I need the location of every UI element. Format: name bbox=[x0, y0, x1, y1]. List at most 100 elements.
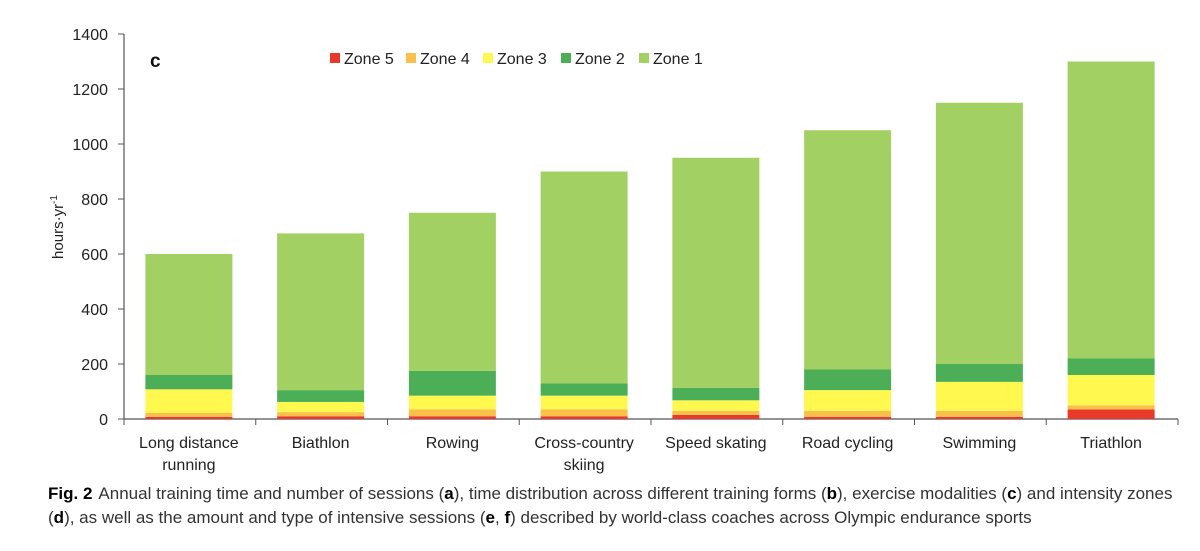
y-tick-label: 1000 bbox=[72, 137, 108, 154]
bar-segment-zone-1 bbox=[540, 171, 628, 384]
x-tick-label-line: running bbox=[162, 457, 215, 474]
chart-area: 0 200 400 600 800 1000 1200 1400 Long distance r… bbox=[49, 27, 1179, 474]
legend-swatch bbox=[483, 53, 493, 63]
y-tick-label: 0 bbox=[99, 412, 108, 429]
bar-segment-zone-2 bbox=[804, 369, 892, 391]
bar-segment-zone-1 bbox=[277, 233, 365, 391]
bar-segment-zone-5 bbox=[1067, 409, 1155, 419]
caption-fragment: ) and intensity zones ( bbox=[48, 484, 1173, 527]
caption-panel-ref: a bbox=[444, 484, 454, 503]
x-tick-label: Swimming bbox=[942, 435, 1016, 452]
caption-text: Annual training time and number of sessi… bbox=[48, 484, 1172, 527]
bar-segment-zone-3 bbox=[277, 401, 365, 413]
caption-fragment: ), exercise modalities ( bbox=[837, 484, 1008, 503]
legend-swatch bbox=[330, 53, 340, 63]
bar-segment-zone-2 bbox=[540, 383, 628, 396]
bar-segment-zone-1 bbox=[804, 130, 892, 370]
y-tick-label: 800 bbox=[81, 192, 108, 209]
caption-fragment: ), time distribution across different tr… bbox=[453, 484, 827, 503]
legend-label: Zone 1 bbox=[653, 51, 703, 68]
y-axis-label: hours·yr-1 bbox=[49, 195, 67, 259]
x-tick-label-line: Road cycling bbox=[802, 435, 894, 452]
x-tick-label-line: Biathlon bbox=[292, 435, 350, 452]
x-tick-label-line: Long distance bbox=[139, 435, 239, 452]
x-tick-label: Rowing bbox=[426, 435, 479, 452]
bar-segment-zone-2 bbox=[145, 375, 233, 390]
x-tick-label-line: Triathlon bbox=[1080, 435, 1142, 452]
bar-segment-zone-2 bbox=[672, 387, 760, 401]
bar-segment-zone-2 bbox=[935, 364, 1023, 382]
stacked-bar-chart: 0 200 400 600 800 1000 1200 1400 Long distance r… bbox=[49, 27, 1179, 474]
y-axis-label-superscript: -1 bbox=[49, 195, 60, 204]
x-tick-label-line: Swimming bbox=[942, 435, 1016, 452]
bars-group bbox=[145, 61, 1155, 419]
y-axis-ticks: 0 200 400 600 800 1000 1200 1400 bbox=[72, 27, 124, 429]
bar-segment-zone-3 bbox=[408, 395, 496, 410]
caption-panel-ref: c bbox=[1007, 484, 1017, 503]
x-tick-label: Speed skating bbox=[665, 435, 766, 452]
x-tick-label: Cross-country skiing bbox=[534, 435, 634, 474]
legend-label: Zone 2 bbox=[575, 51, 625, 68]
bar-segment-zone-1 bbox=[408, 212, 496, 371]
bar-segment-zone-3 bbox=[672, 400, 760, 411]
legend-label: Zone 4 bbox=[420, 51, 470, 68]
bar-segment-zone-3 bbox=[935, 381, 1023, 411]
bar-segment-zone-1 bbox=[145, 254, 233, 375]
y-tick-label: 1200 bbox=[72, 82, 108, 99]
y-tick-label: 200 bbox=[81, 357, 108, 374]
bar-segment-zone-3 bbox=[145, 389, 233, 413]
caption-panel-ref: f bbox=[504, 508, 511, 527]
figure-label: Fig. 2 bbox=[48, 484, 93, 503]
y-tick-label: 1400 bbox=[72, 27, 108, 44]
x-tick-label: Triathlon bbox=[1080, 435, 1142, 452]
bar-segment-zone-4 bbox=[277, 412, 365, 417]
figure-caption: Fig. 2 Annual training time and number of… bbox=[48, 482, 1178, 530]
bar-segment-zone-1 bbox=[672, 157, 760, 388]
bar-segment-zone-4 bbox=[145, 412, 233, 417]
bar-segment-zone-5 bbox=[277, 416, 365, 419]
legend-swatch bbox=[561, 53, 571, 63]
bar-segment-zone-5 bbox=[408, 416, 496, 419]
legend-label: Zone 5 bbox=[344, 51, 394, 68]
x-tick-label-line: Speed skating bbox=[665, 435, 766, 452]
x-axis-labels: Long distance running Biathlon Rowing Cross-… bbox=[123, 419, 1179, 474]
bar-segment-zone-3 bbox=[540, 395, 628, 410]
bar-segment-zone-5 bbox=[145, 416, 233, 419]
bar-segment-zone-1 bbox=[1067, 61, 1155, 359]
bar-segment-zone-3 bbox=[1067, 375, 1155, 406]
legend-label: Zone 3 bbox=[497, 51, 547, 68]
x-tick-label: Road cycling bbox=[802, 435, 894, 452]
x-tick-label-line: skiing bbox=[564, 457, 605, 474]
bar-segment-zone-5 bbox=[540, 416, 628, 419]
bar-segment-zone-5 bbox=[804, 416, 892, 419]
bar-segment-zone-5 bbox=[935, 416, 1023, 419]
caption-fragment: ), as well as the amount and type of int… bbox=[64, 508, 486, 527]
bar-segment-zone-1 bbox=[935, 102, 1023, 364]
x-tick-label: Long distance running bbox=[139, 435, 239, 474]
legend-swatch bbox=[406, 53, 416, 63]
bar-segment-zone-4 bbox=[408, 409, 496, 417]
bar-segment-zone-2 bbox=[408, 370, 496, 396]
legend: Zone 5 Zone 4 Zone 3 Zone 2 Zone 1 bbox=[330, 51, 703, 68]
x-tick-label-line: Cross-country bbox=[534, 435, 634, 452]
caption-panel-ref: b bbox=[826, 484, 838, 503]
bar-segment-zone-4 bbox=[672, 410, 760, 415]
caption-panel-ref: d bbox=[53, 508, 65, 527]
bar-segment-zone-4 bbox=[804, 410, 892, 417]
x-tick-label-line: Rowing bbox=[426, 435, 479, 452]
bar-segment-zone-4 bbox=[540, 409, 628, 417]
panel-label: c bbox=[150, 51, 161, 72]
caption-fragment: Annual training time and number of sessi… bbox=[98, 484, 445, 503]
y-tick-label: 600 bbox=[81, 247, 108, 264]
x-tick-label: Biathlon bbox=[292, 435, 350, 452]
bar-segment-zone-2 bbox=[1067, 358, 1155, 375]
bar-segment-zone-3 bbox=[804, 390, 892, 411]
y-tick-label: 400 bbox=[81, 302, 108, 319]
bar-segment-zone-5 bbox=[672, 414, 760, 419]
legend-swatch bbox=[639, 53, 649, 63]
caption-fragment: ) described by world-class coaches acros… bbox=[510, 508, 1032, 527]
caption-panel-ref: e bbox=[485, 508, 495, 527]
bar-segment-zone-4 bbox=[1067, 405, 1155, 410]
y-axis-label-text: hours·yr bbox=[50, 204, 67, 259]
caption-fragment: , bbox=[494, 508, 505, 527]
